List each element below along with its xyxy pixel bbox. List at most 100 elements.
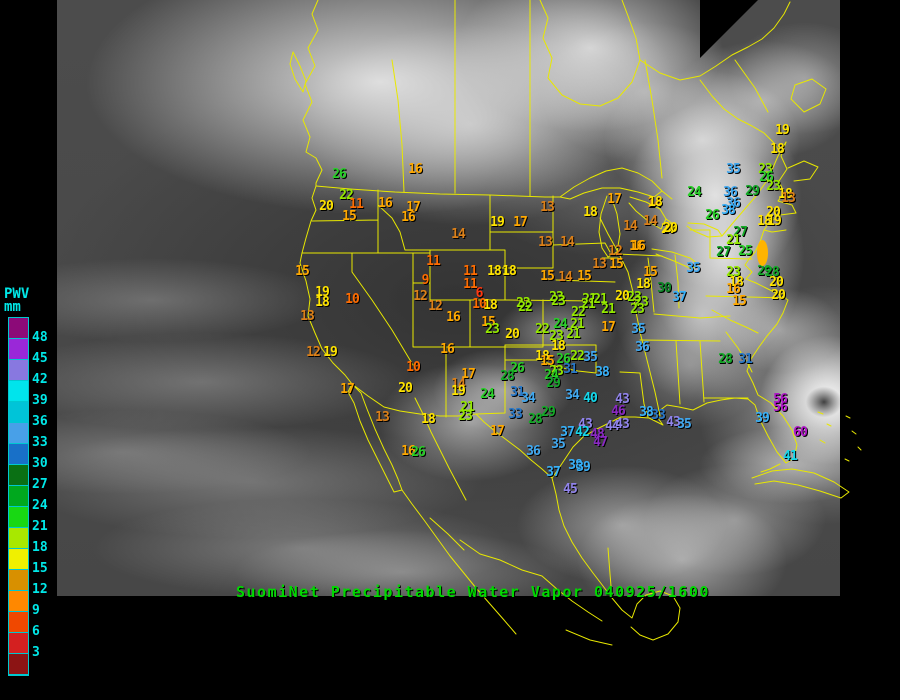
station-pwv-value: 23 (549, 363, 564, 379)
station-pwv-value: 18 (729, 274, 744, 290)
station-pwv-value: 16 (629, 238, 644, 254)
station-pwv-value: 43 (615, 416, 630, 432)
station-pwv-value: 21 (582, 291, 597, 307)
station-pwv-value: 18 (583, 204, 598, 220)
station-pwv-value: 24 (687, 184, 702, 200)
legend-tick-label: 21 (32, 519, 48, 534)
station-pwv-value: 19 (775, 122, 790, 138)
station-pwv-value: 14 (560, 234, 575, 250)
station-pwv-value: 15 (732, 293, 747, 309)
station-pwv-value: 20 (615, 288, 630, 304)
station-pwv-value: 18 (502, 263, 517, 279)
satellite-image (57, 0, 840, 596)
station-pwv-value: 16 (408, 161, 423, 177)
station-pwv-value: 20 (319, 198, 334, 214)
legend-swatch (9, 339, 28, 360)
station-pwv-value: 35 (583, 349, 598, 365)
station-pwv-value: 38 (568, 457, 583, 473)
station-pwv-value: 13 (592, 256, 607, 272)
station-pwv-value: 19 (315, 284, 330, 300)
station-pwv-value: 37 (560, 424, 575, 440)
station-pwv-value: 15 (295, 263, 310, 279)
station-pwv-value: 40 (583, 390, 598, 406)
station-pwv-value: 16 (401, 209, 416, 225)
legend-tick-label: 9 (32, 603, 40, 618)
legend-swatch-column (8, 317, 29, 676)
station-pwv-value: 24 (480, 386, 495, 402)
station-pwv-value: 23 (726, 264, 741, 280)
station-pwv-value: 6 (475, 285, 484, 301)
station-blob-marker (757, 240, 768, 266)
legend-swatch (9, 318, 28, 339)
station-pwv-value: 21 (570, 316, 585, 332)
legend-tick-label: 42 (32, 372, 48, 387)
station-pwv-value: 33 (508, 406, 523, 422)
station-pwv-value: 28 (500, 368, 515, 384)
legend-tick-label: 15 (32, 561, 48, 576)
legend-swatch (9, 444, 28, 465)
station-pwv-value: 36 (726, 195, 741, 211)
station-pwv-value: 13 (538, 234, 553, 250)
station-pwv-value: 45 (563, 481, 578, 497)
station-pwv-value: 33 (651, 407, 666, 423)
station-pwv-value: 25 (738, 243, 753, 259)
station-pwv-value: 29 (745, 183, 760, 199)
station-pwv-value: 19 (451, 383, 466, 399)
station-pwv-value: 26 (332, 166, 347, 182)
legend-swatch (9, 423, 28, 444)
station-pwv-value: 39 (755, 410, 770, 426)
station-pwv-value: 13 (540, 199, 555, 215)
station-pwv-value: 9 (421, 272, 430, 288)
station-pwv-value: 56 (773, 399, 788, 415)
station-pwv-value: 16 (378, 195, 393, 211)
station-pwv-value: 34 (521, 390, 536, 406)
station-pwv-value: 26 (510, 360, 525, 376)
legend-swatch (9, 591, 28, 612)
station-pwv-value: 10 (472, 296, 487, 312)
legend-swatch (9, 528, 28, 549)
station-pwv-value: 36 (526, 443, 541, 459)
station-pwv-value: 18 (770, 141, 785, 157)
station-pwv-value: 18 (551, 338, 566, 354)
station-pwv-value: 14 (623, 218, 638, 234)
station-pwv-value: 15 (342, 208, 357, 224)
station-pwv-value: 27 (716, 244, 731, 260)
station-pwv-value: 22 (571, 304, 586, 320)
station-pwv-value: 35 (686, 260, 701, 276)
legend-swatch (9, 612, 28, 633)
station-pwv-value: 11 (349, 196, 364, 212)
station-pwv-value: 24 (544, 367, 559, 383)
station-pwv-value: 56 (773, 391, 788, 407)
legend-tick-label: 18 (32, 540, 48, 555)
station-pwv-value: 28 (718, 351, 733, 367)
station-pwv-value: 16 (440, 341, 455, 357)
station-pwv-value: 15 (643, 264, 658, 280)
station-pwv-value: 23 (485, 321, 500, 337)
station-pwv-value: 22 (535, 321, 550, 337)
station-pwv-value: 28 (528, 411, 543, 427)
station-pwv-value: 12 (608, 243, 623, 259)
legend-swatch (9, 465, 28, 486)
station-pwv-value: 20 (661, 221, 676, 237)
station-pwv-value: 12 (428, 298, 443, 314)
legend-swatch (9, 570, 28, 591)
station-pwv-value: 43 (578, 416, 593, 432)
legend-tick-label: 27 (32, 477, 48, 492)
station-pwv-value: 18 (778, 186, 793, 202)
station-pwv-value: 18 (535, 348, 550, 364)
legend-swatch (9, 486, 28, 507)
legend-swatch (9, 633, 28, 654)
station-pwv-value: 23 (549, 289, 564, 305)
station-pwv-value: 21 (581, 296, 596, 312)
station-pwv-value: 17 (340, 381, 355, 397)
station-pwv-value: 28 (765, 264, 780, 280)
legend-tick-label: 36 (32, 414, 48, 429)
station-pwv-value: 19 (490, 214, 505, 230)
station-pwv-value: 20 (769, 274, 784, 290)
station-pwv-value: 22 (570, 348, 585, 364)
legend-tick-label: 12 (32, 582, 48, 597)
station-pwv-value: 35 (677, 416, 692, 432)
